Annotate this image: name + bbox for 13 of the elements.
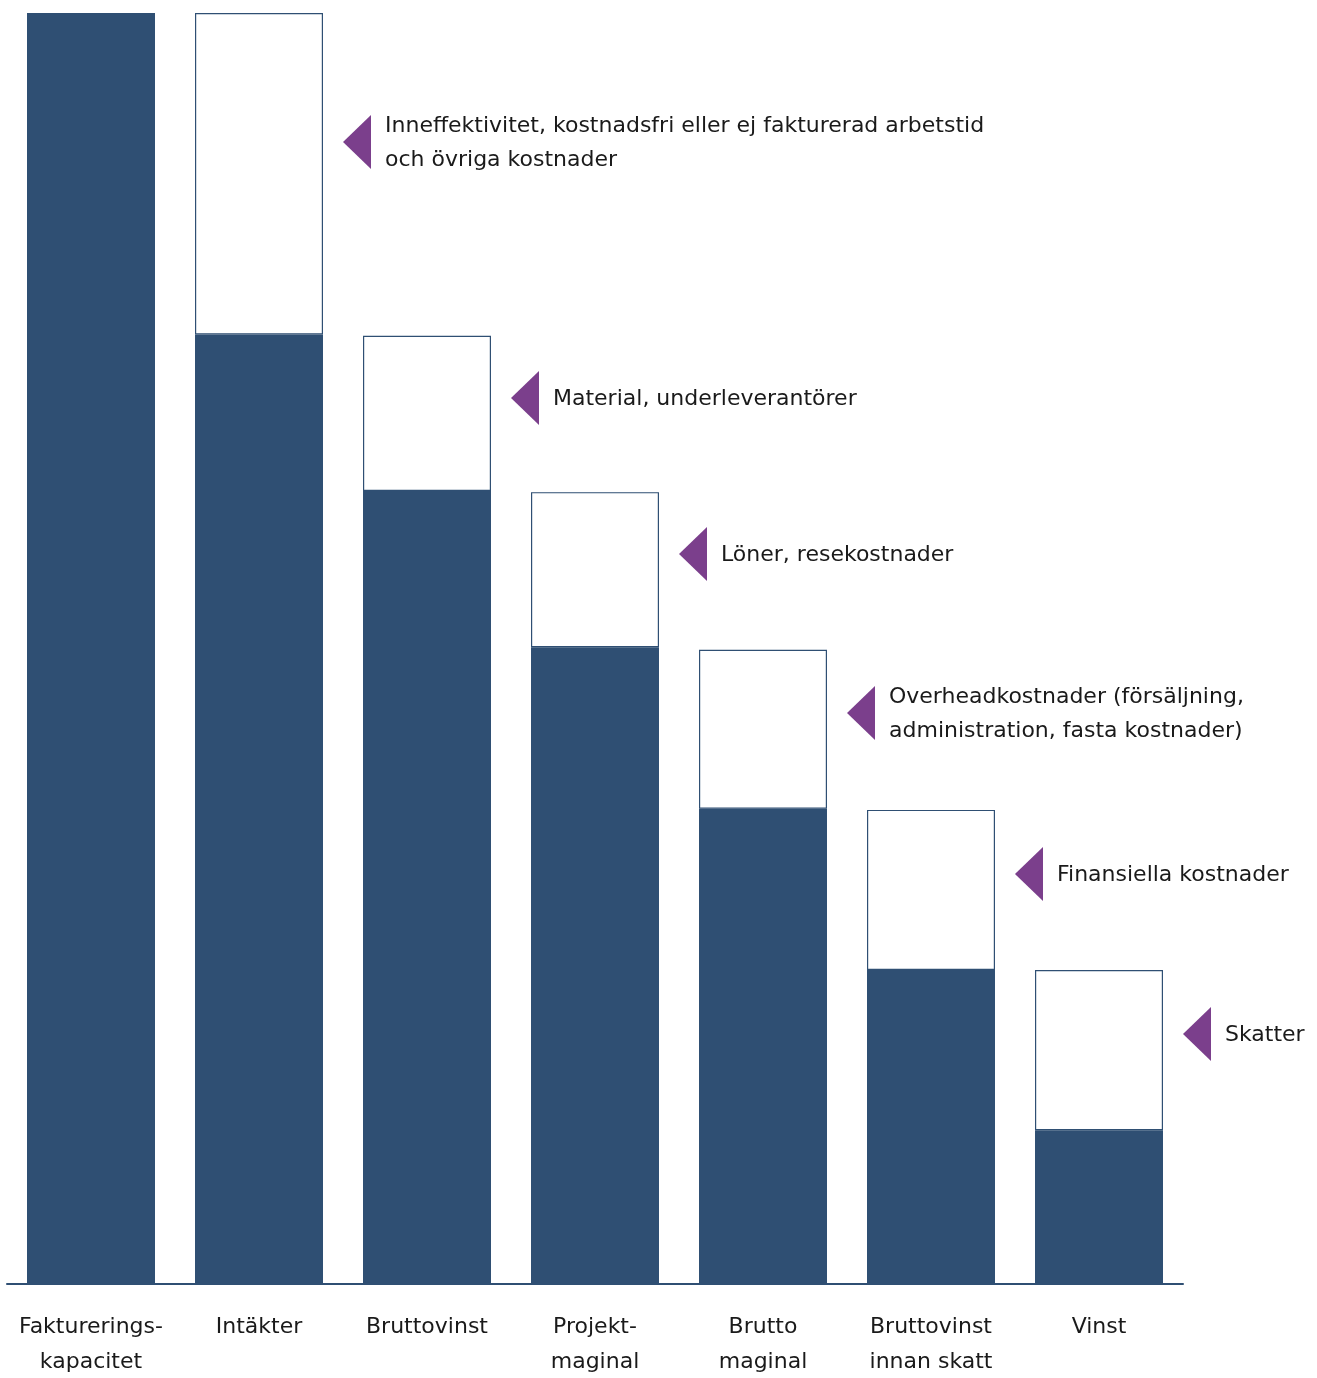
x-tick-label: Intäkter [215, 1313, 304, 1338]
x-tick-label: Brutto maginal [718, 1313, 808, 1373]
x-tick-label: Fakturerings- kapacitet [19, 1313, 163, 1373]
text: Skatter [1225, 1020, 1305, 1049]
annotation: Overheadkostnader (försäljning, administration, fasta kostnader) [889, 682, 1244, 745]
annotation: Löner, resekostnader [721, 540, 954, 569]
annotation: Material, underleverantörer [553, 383, 857, 412]
x-tick-label: Vinst [1071, 1313, 1127, 1338]
annotation: Finansiella kostnader [1057, 859, 1289, 888]
annotation: Inneffektivitet, kostnadsfri eller ej fakturerad arbetstid och övriga kostnader [385, 110, 985, 173]
x-tick-label: Bruttovinst innan skatt [869, 1313, 993, 1373]
x-tick-label: Bruttovinst [366, 1313, 489, 1338]
x-tick-label: Projekt- maginal [550, 1313, 640, 1373]
